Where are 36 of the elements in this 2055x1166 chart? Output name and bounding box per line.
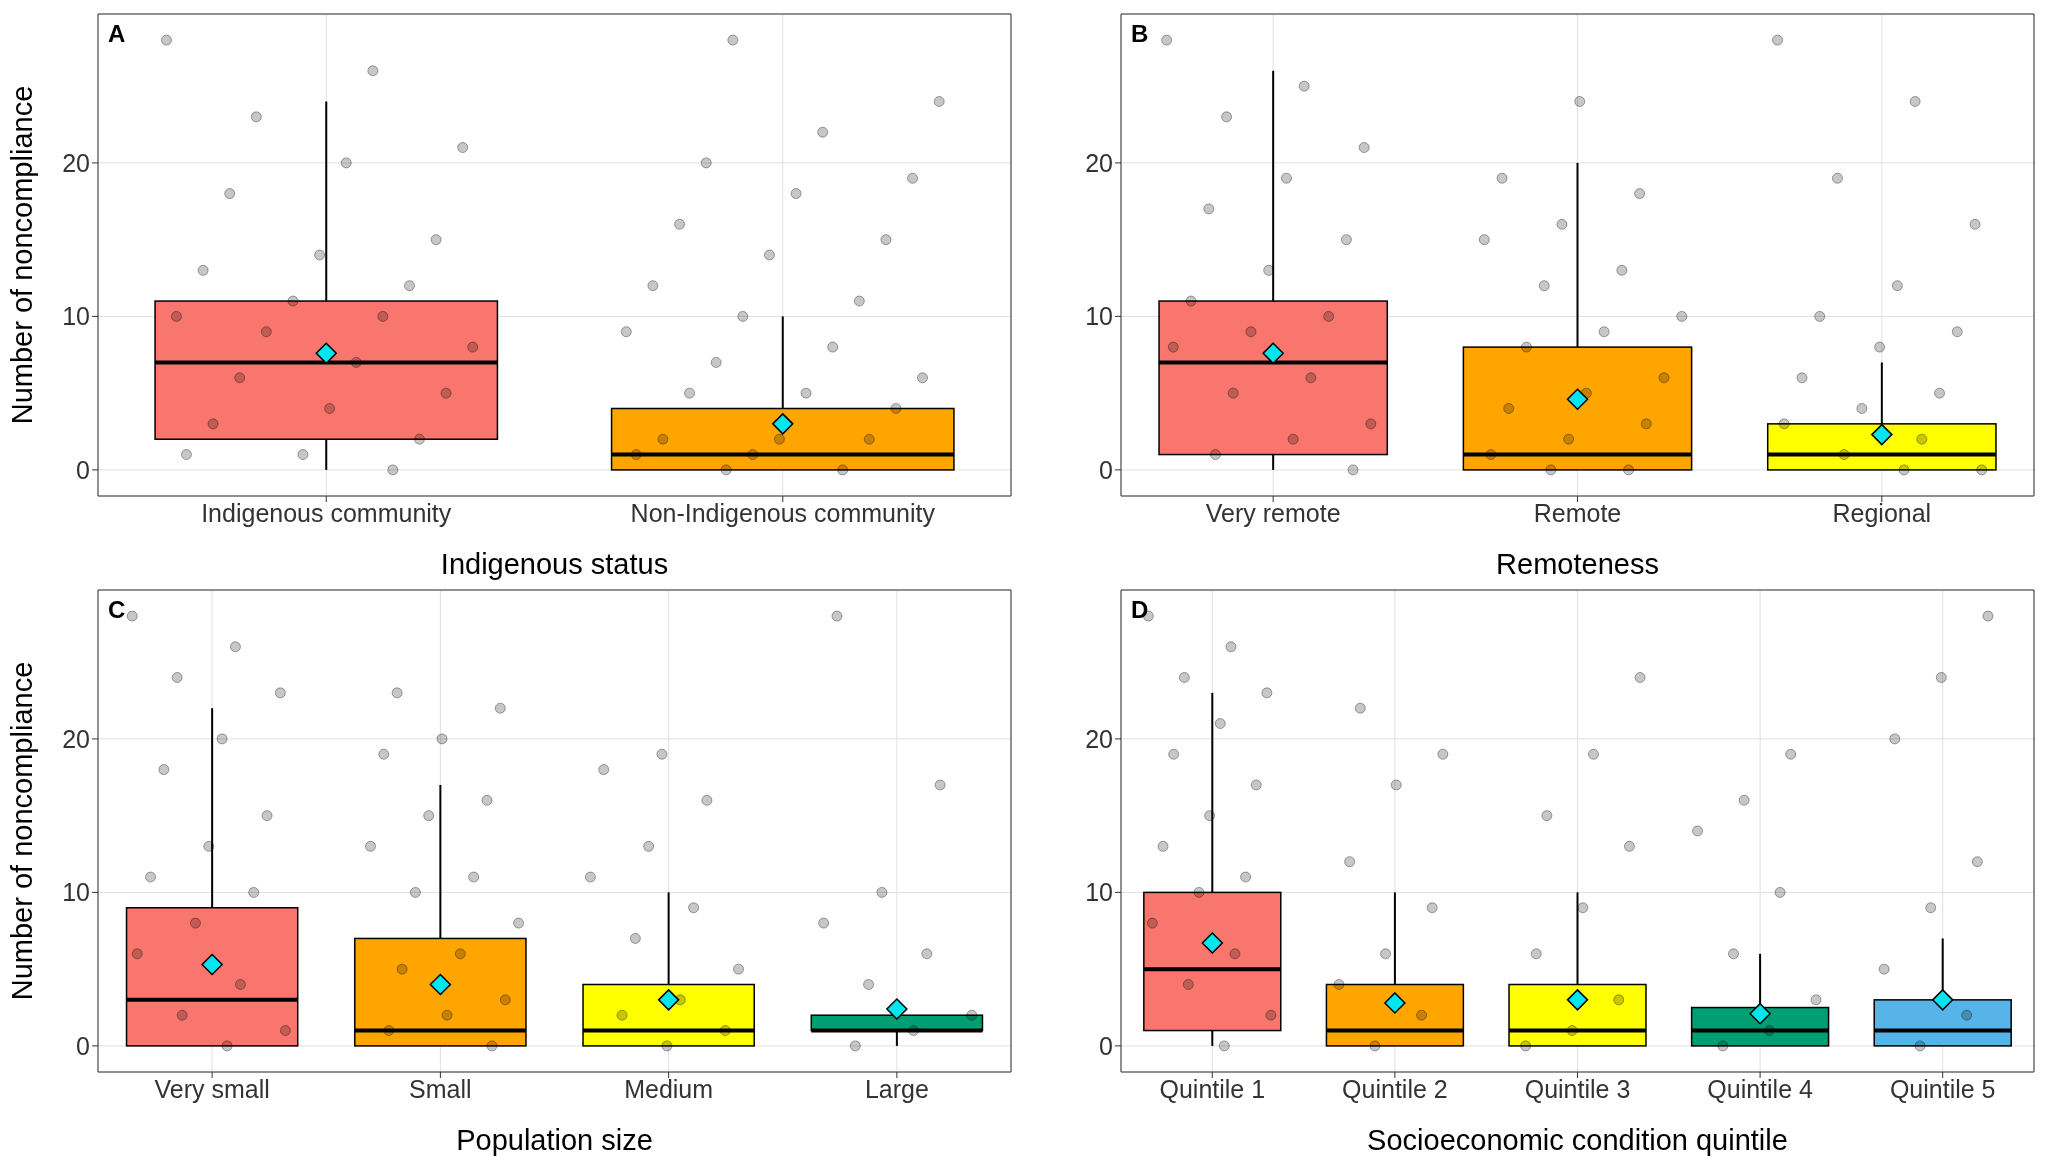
y-tick-label: 20: [1085, 724, 1113, 753]
x-tick-label: Quintile 3: [1524, 1074, 1631, 1103]
x-tick-label: Quintile 5: [1889, 1074, 1996, 1103]
x-tick-label: Remote: [1533, 498, 1622, 527]
y-tick-label: 20: [1085, 148, 1113, 177]
y-tick-label: 20: [62, 148, 90, 177]
chart-title: B: [1131, 20, 1149, 48]
y-tick-label: 0: [1099, 1031, 1113, 1060]
y-tick-label: 10: [62, 878, 90, 907]
x-axis-title: Population size: [456, 1124, 653, 1156]
x-tick-label: Quintile 2: [1342, 1074, 1448, 1103]
x-tick-label: Very remote: [1205, 498, 1341, 527]
x-tick-label: Indigenous community: [201, 498, 452, 527]
y-tick-label: 0: [1099, 455, 1113, 484]
x-tick-label: Quintile 4: [1707, 1074, 1813, 1103]
chart-title: C: [108, 596, 126, 624]
y-tick-label: 10: [62, 302, 90, 331]
y-tick-label: 10: [1085, 302, 1113, 331]
y-axis-title: Number of noncompliance: [6, 85, 39, 425]
y-tick-label: 0: [76, 455, 90, 484]
x-tick-label: Small: [409, 1074, 472, 1103]
x-tick-label: Regional: [1832, 498, 1932, 527]
x-tick-label: Large: [864, 1074, 929, 1103]
x-axis-title: Remoteness: [1496, 548, 1659, 580]
y-tick-label: 20: [62, 724, 90, 753]
x-axis-title: Socioeconomic condition quintile: [1367, 1124, 1788, 1156]
x-tick-label: Quintile 1: [1159, 1074, 1266, 1103]
chart-title: A: [108, 20, 126, 48]
chart-title: D: [1131, 596, 1149, 624]
y-tick-label: 10: [1085, 878, 1113, 907]
x-axis-title: Indigenous status: [440, 548, 669, 580]
y-axis-title: Number of noncompliance: [6, 661, 39, 1001]
y-tick-label: 0: [76, 1031, 90, 1060]
x-tick-label: Medium: [624, 1074, 714, 1103]
x-tick-label: Very small: [154, 1074, 270, 1103]
x-tick-label: Non-Indigenous community: [630, 498, 936, 527]
